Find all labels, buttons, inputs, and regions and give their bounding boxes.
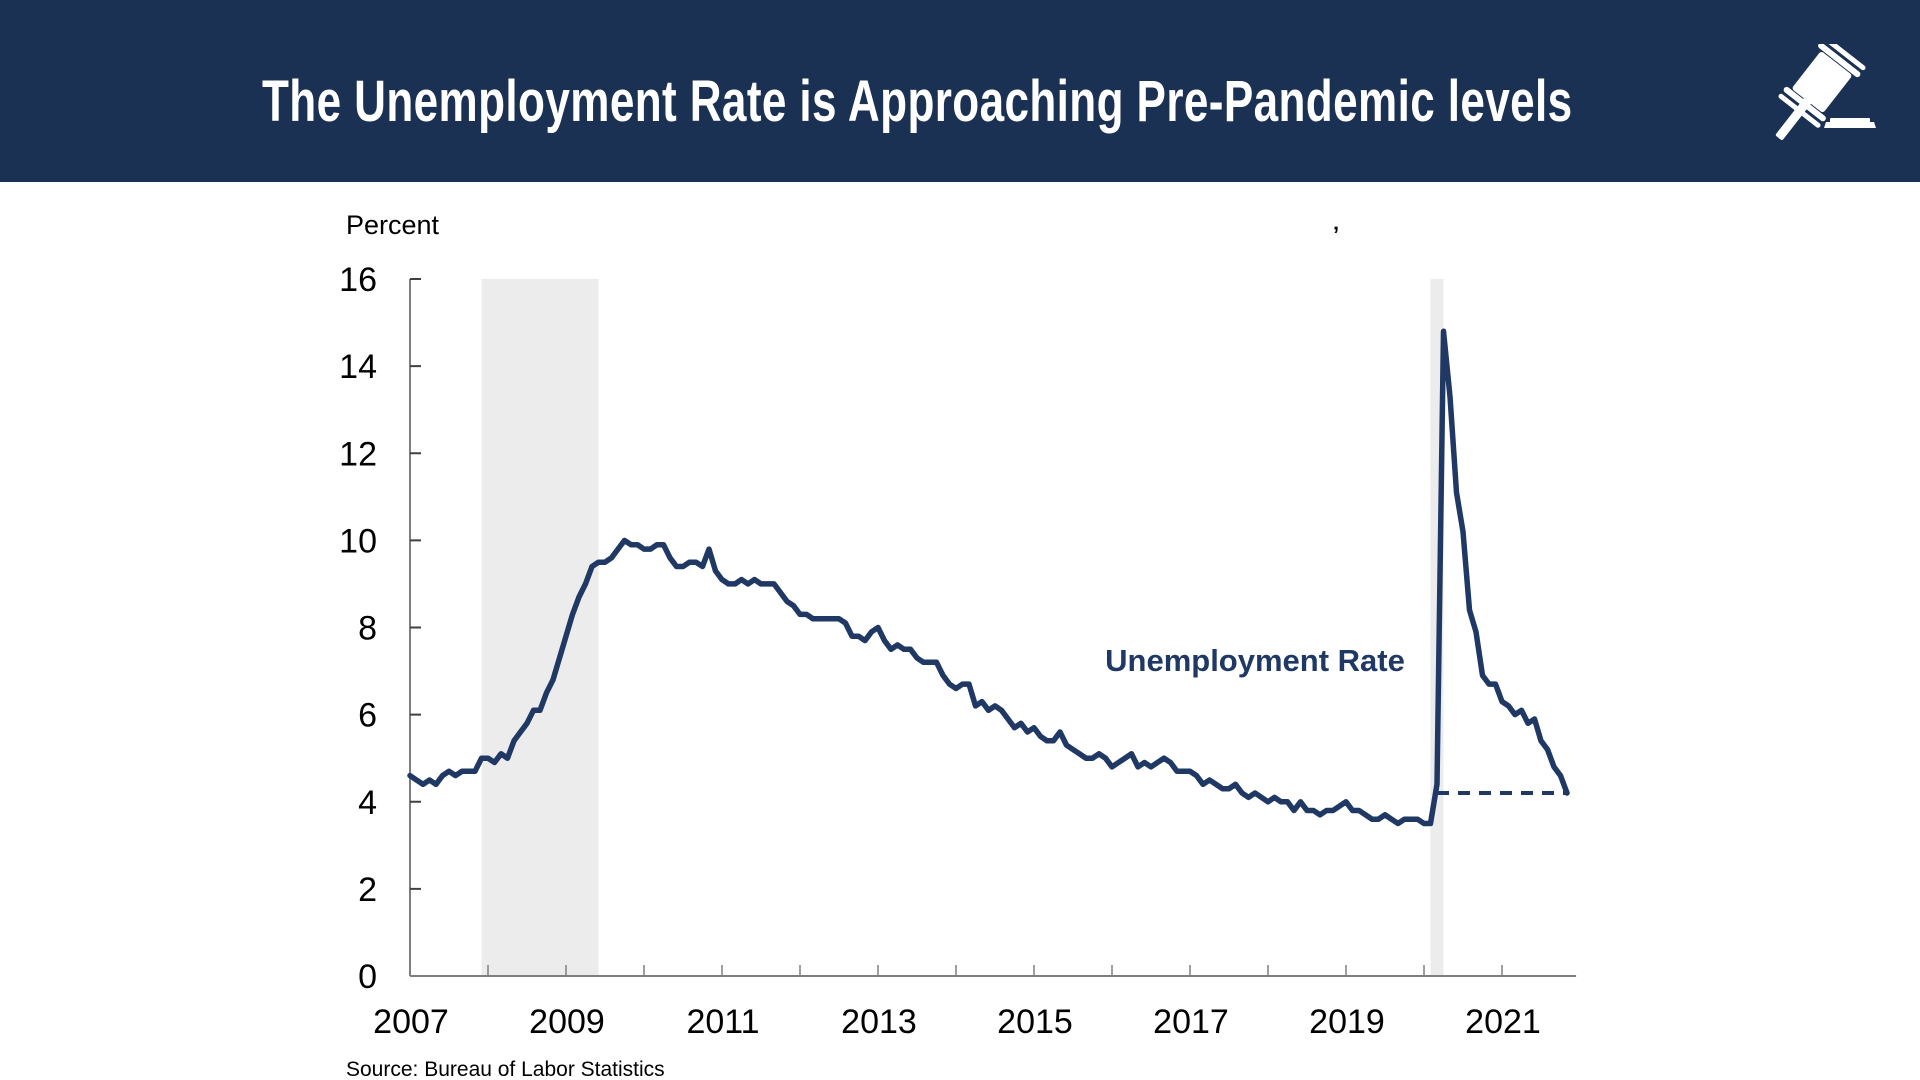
x-tick-label-2009: 2009	[529, 1003, 605, 1041]
x-tick-label-2019: 2019	[1309, 1003, 1385, 1041]
x-tick-label-2013: 2013	[841, 1003, 917, 1041]
y-tick-label-10: 10	[339, 522, 377, 560]
y-axis: 0 2 4 6 8 10 12 14 16	[339, 261, 421, 996]
x-tick-label-2021: 2021	[1465, 1003, 1541, 1041]
x-tick-label-2015: 2015	[997, 1003, 1073, 1041]
y-tick-label-12: 12	[339, 435, 377, 473]
x-tick-label-2007: 2007	[373, 1003, 449, 1041]
y-axis-label: Percent	[346, 210, 440, 240]
annotation-unemployment-rate: Unemployment Rate	[1105, 643, 1405, 678]
unemployment-line-chart: Percent ʼ 0 2 4 6 8 10 12 14 16 2007 2009 2011 2013…	[339, 210, 1577, 1080]
recession-band-0	[481, 279, 599, 976]
y-tick-label-4: 4	[358, 784, 377, 822]
series-line-unemployment-rate	[407, 328, 1570, 827]
source-note: Source: Bureau of Labor Statistics	[346, 1058, 665, 1080]
y-tick-label-14: 14	[339, 348, 377, 386]
header-bar: The Unemployment Rate is Approaching Pre…	[0, 0, 1920, 182]
y-tick-label-8: 8	[358, 610, 377, 648]
x-axis: 2007 2009 2011 2013 2015 2017 2019 2021	[373, 965, 1577, 1041]
y-tick-label-16: 16	[339, 261, 377, 299]
gavel-icon	[1775, 44, 1876, 140]
y-tick-label-0: 0	[358, 958, 377, 996]
page-title: The Unemployment Rate is Approaching Pre…	[262, 69, 1573, 134]
stray-mark: ʼ	[1333, 222, 1339, 247]
x-tick-label-2011: 2011	[686, 1003, 759, 1041]
recession-bands	[481, 279, 1444, 976]
y-tick-label-6: 6	[358, 697, 377, 735]
y-tick-label-2: 2	[358, 871, 377, 909]
x-tick-label-2017: 2017	[1153, 1003, 1229, 1041]
